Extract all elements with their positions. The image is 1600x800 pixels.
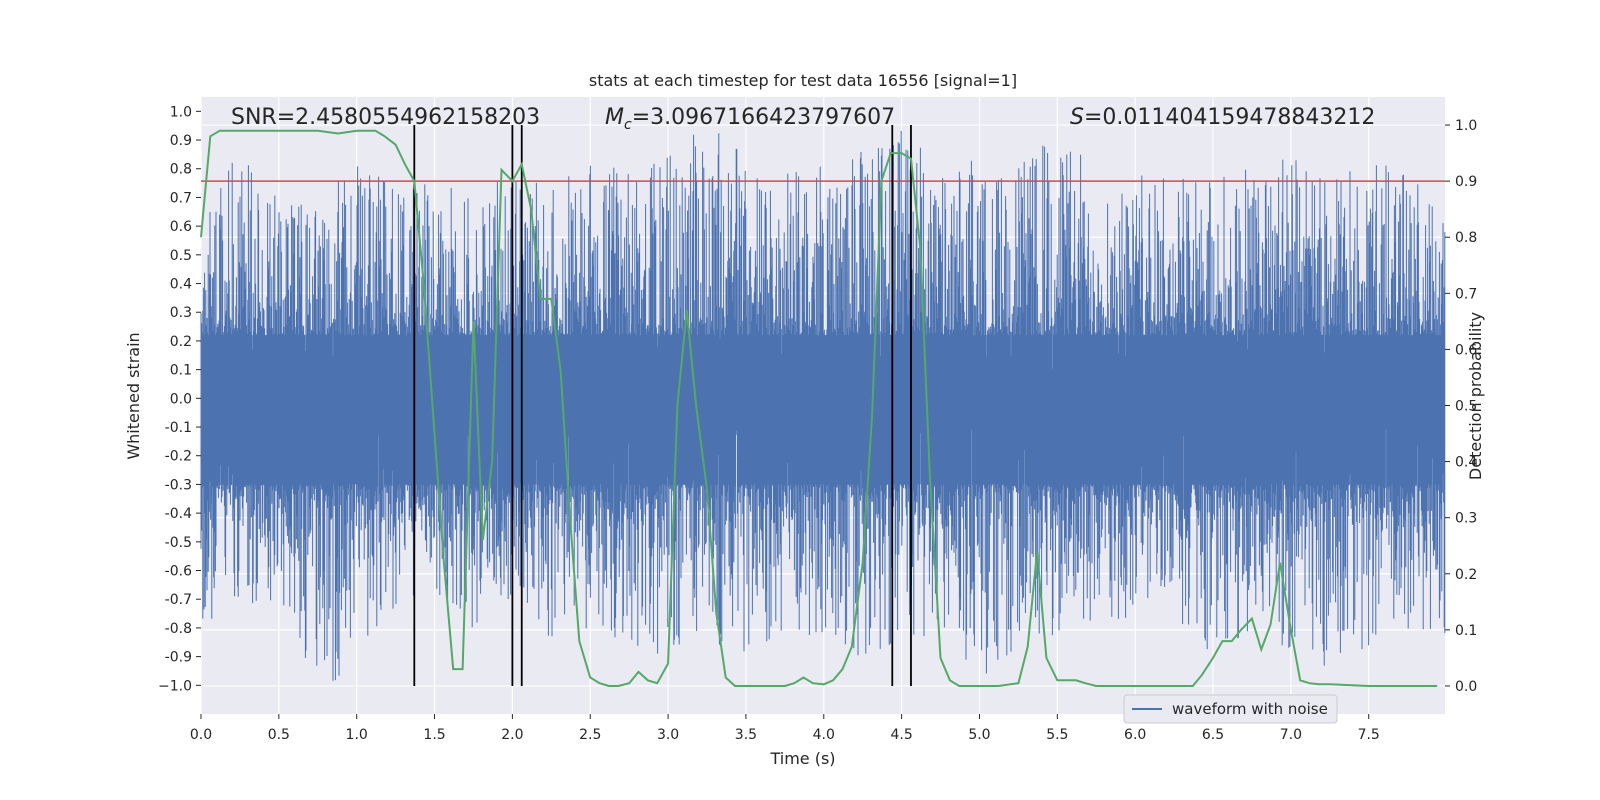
y-tick-label: -0.7: [165, 592, 192, 608]
legend-label: waveform with noise: [1172, 700, 1328, 718]
legend-box: [1123, 694, 1338, 724]
x-axis-label: Time (s): [769, 749, 835, 768]
y-tick-label: -0.1: [165, 420, 192, 436]
y2-tick-label: 0.9: [1455, 174, 1477, 190]
x-tick-label: 2.0: [501, 727, 523, 743]
y-tick-label: -0.3: [165, 477, 192, 493]
x-tick-label: 2.5: [579, 727, 601, 743]
right-axis-ticks: 1.0 0.9 0.8 0.7 0.6 0.5 0.4 0.3 0.2 0.1 0.0: [1445, 118, 1477, 695]
y-tick-label: 0.7: [170, 190, 192, 206]
y2-tick-label: 0.3: [1455, 511, 1477, 527]
y2-tick-label: 0.2: [1455, 567, 1477, 583]
y-tick-label: 0.4: [170, 277, 192, 293]
y-tick-label: −1.0: [158, 678, 192, 694]
x-tick-label: 0.5: [268, 727, 290, 743]
s-symbol: S: [1070, 105, 1084, 130]
y2-tick-label: 1.0: [1455, 118, 1477, 134]
x-tick-label: 7.0: [1280, 727, 1302, 743]
y-tick-label: 0.0: [170, 391, 192, 407]
y-tick-label: 0.5: [170, 248, 192, 264]
x-tick-label: 7.5: [1358, 727, 1380, 743]
x-tick-label: 5.5: [1046, 727, 1068, 743]
left-axis-ticks: 1.0 0.9 0.8 0.7 0.6 0.5 0.4 0.3 0.2 0.1 0.0 -0.1 -0.…: [158, 104, 201, 694]
x-tick-label: 4.0: [813, 727, 835, 743]
x-tick-label: 3.5: [735, 727, 757, 743]
x-tick-label: 4.5: [890, 727, 912, 743]
legend: waveform with noise: [1123, 694, 1338, 724]
chirp-mass-annotation: Mc=3.0967166423797607: [605, 105, 895, 133]
y-axis-label: Whitened strain: [124, 332, 143, 459]
y-tick-label: 0.9: [170, 133, 192, 149]
y-tick-label: 1.0: [170, 104, 192, 120]
y-tick-label: -0.4: [165, 506, 192, 522]
y-tick-label: -0.6: [165, 564, 192, 580]
y-tick-label: 0.1: [170, 363, 192, 379]
x-tick-label: 0.0: [190, 727, 212, 743]
vertical-markers: [413, 125, 912, 686]
chirp-mass-value: =3.0967166423797607: [632, 105, 895, 130]
chirp-mass-symbol: M: [605, 105, 624, 130]
y-tick-label: -0.8: [165, 621, 192, 637]
y2-axis-label: Detection probability: [1466, 312, 1485, 480]
y2-tick-label: 0.1: [1455, 623, 1477, 639]
x-tick-label: 6.5: [1202, 727, 1224, 743]
s-annotation: S=0.011404159478843212: [1070, 105, 1375, 130]
y2-tick-label: 0.6: [1455, 342, 1477, 358]
y-tick-label: 0.3: [170, 305, 192, 321]
s-value: =0.011404159478843212: [1084, 105, 1375, 130]
y-tick-label: 0.6: [170, 219, 192, 235]
y2-tick-label: 0.8: [1455, 230, 1477, 246]
x-tick-label: 3.0: [657, 727, 679, 743]
probability-line: [200, 129, 1438, 687]
y-tick-label: -0.2: [165, 449, 192, 465]
y-tick-label: 0.8: [170, 162, 192, 178]
x-tick-label: 5.0: [968, 727, 990, 743]
y-tick-label: -0.9: [165, 650, 192, 666]
y2-tick-label: 0.4: [1455, 455, 1477, 471]
x-axis-ticks: 0.0 0.5 1.0 1.5 2.0 2.5 3.0 3.5 4.0 4.5 5.0 5.5 6.0 6…: [190, 714, 1380, 743]
chart-title: stats at each timestep for test data 165…: [589, 71, 1017, 90]
y2-tick-label: 0.5: [1455, 399, 1477, 415]
y2-tick-label: 0.0: [1455, 679, 1477, 695]
y-tick-label: 0.2: [170, 334, 192, 350]
x-tick-label: 1.5: [423, 727, 445, 743]
chirp-mass-subscript: c: [624, 117, 632, 133]
y-tick-label: -0.5: [165, 535, 192, 551]
x-tick-label: 1.0: [346, 727, 368, 743]
x-tick-label: 6.0: [1124, 727, 1146, 743]
y2-tick-label: 0.7: [1455, 286, 1477, 302]
probability-series: [200, 129, 1438, 687]
snr-annotation: SNR=2.4580554962158203: [231, 105, 540, 130]
